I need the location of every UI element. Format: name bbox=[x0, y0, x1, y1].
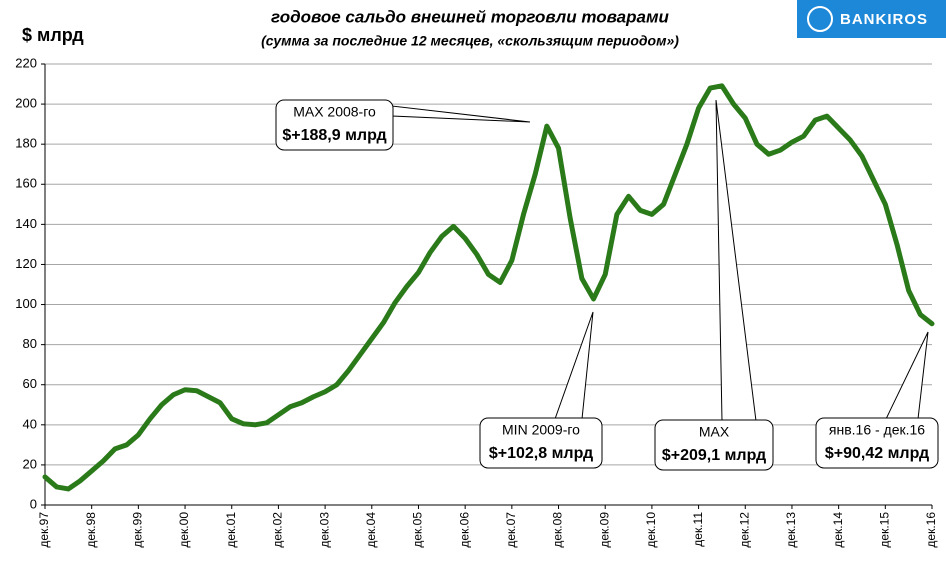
x-tick-label: дек.06 bbox=[457, 512, 471, 548]
callout-box bbox=[275, 99, 394, 151]
x-tick-label: дек.01 bbox=[224, 512, 238, 548]
x-tick-label: дек.07 bbox=[504, 512, 518, 548]
x-tick-label: дек.15 bbox=[877, 512, 891, 548]
y-tick-label: 80 bbox=[23, 336, 37, 351]
y-tick-label: 120 bbox=[15, 256, 37, 271]
y-axis-label: $ млрд bbox=[22, 25, 84, 45]
x-tick-label: дек.11 bbox=[691, 512, 705, 547]
y-tick-label: 140 bbox=[15, 216, 37, 231]
x-tick-label: дек.08 bbox=[551, 512, 565, 548]
callout-text: $+90,42 млрд bbox=[825, 445, 929, 462]
logo-icon bbox=[807, 6, 833, 32]
callout-text: янв.16 - дек.16 bbox=[829, 422, 925, 438]
x-tick-label: дек.99 bbox=[131, 512, 145, 548]
x-tick-label: дек.02 bbox=[271, 512, 285, 548]
x-tick-label: дек.97 bbox=[37, 512, 51, 548]
x-tick-label: дек.04 bbox=[364, 512, 378, 548]
callout-text: $+102,8 млрд bbox=[489, 445, 593, 462]
callout-box bbox=[815, 417, 939, 469]
y-tick-label: 20 bbox=[23, 456, 37, 471]
x-tick-label: дек.10 bbox=[644, 512, 658, 548]
data-line bbox=[42, 83, 935, 492]
chart-title: годовое сальдо внешней торговли товарами bbox=[271, 7, 670, 26]
x-tick-label: дек.03 bbox=[317, 512, 331, 548]
x-tick-label: дек.13 bbox=[784, 512, 798, 548]
y-tick-label: 40 bbox=[23, 416, 37, 431]
callout-box bbox=[654, 419, 774, 471]
x-tick-label: дек.16 bbox=[924, 512, 938, 548]
chart-subtitle: (сумма за последние 12 месяцев, «скользя… bbox=[261, 33, 679, 49]
y-tick-label: 200 bbox=[15, 96, 37, 111]
x-tick-label: дек.98 bbox=[84, 512, 98, 548]
x-tick-label: дек.05 bbox=[411, 512, 425, 548]
x-tick-label: дек.09 bbox=[597, 512, 611, 548]
callout-box bbox=[479, 417, 603, 469]
logo-text: BANKIROS bbox=[840, 11, 928, 28]
y-tick-label: 160 bbox=[15, 176, 37, 191]
callout-text: $+209,1 млрд bbox=[662, 447, 766, 464]
y-tick-label: 0 bbox=[30, 496, 37, 511]
y-tick-label: 60 bbox=[23, 376, 37, 391]
callout-text: MAX bbox=[699, 424, 730, 440]
x-tick-label: дек.00 bbox=[177, 512, 191, 548]
y-tick-label: 180 bbox=[15, 136, 37, 151]
y-tick-label: 100 bbox=[15, 296, 37, 311]
x-tick-label: дек.12 bbox=[737, 512, 751, 548]
y-tick-label: 220 bbox=[15, 55, 37, 70]
callout-text: MAX 2008-го bbox=[293, 104, 376, 120]
callout-text: $+188,9 млрд bbox=[282, 127, 386, 144]
x-tick-label: дек.14 bbox=[831, 512, 845, 548]
callout-text: MIN 2009-го bbox=[502, 422, 580, 438]
